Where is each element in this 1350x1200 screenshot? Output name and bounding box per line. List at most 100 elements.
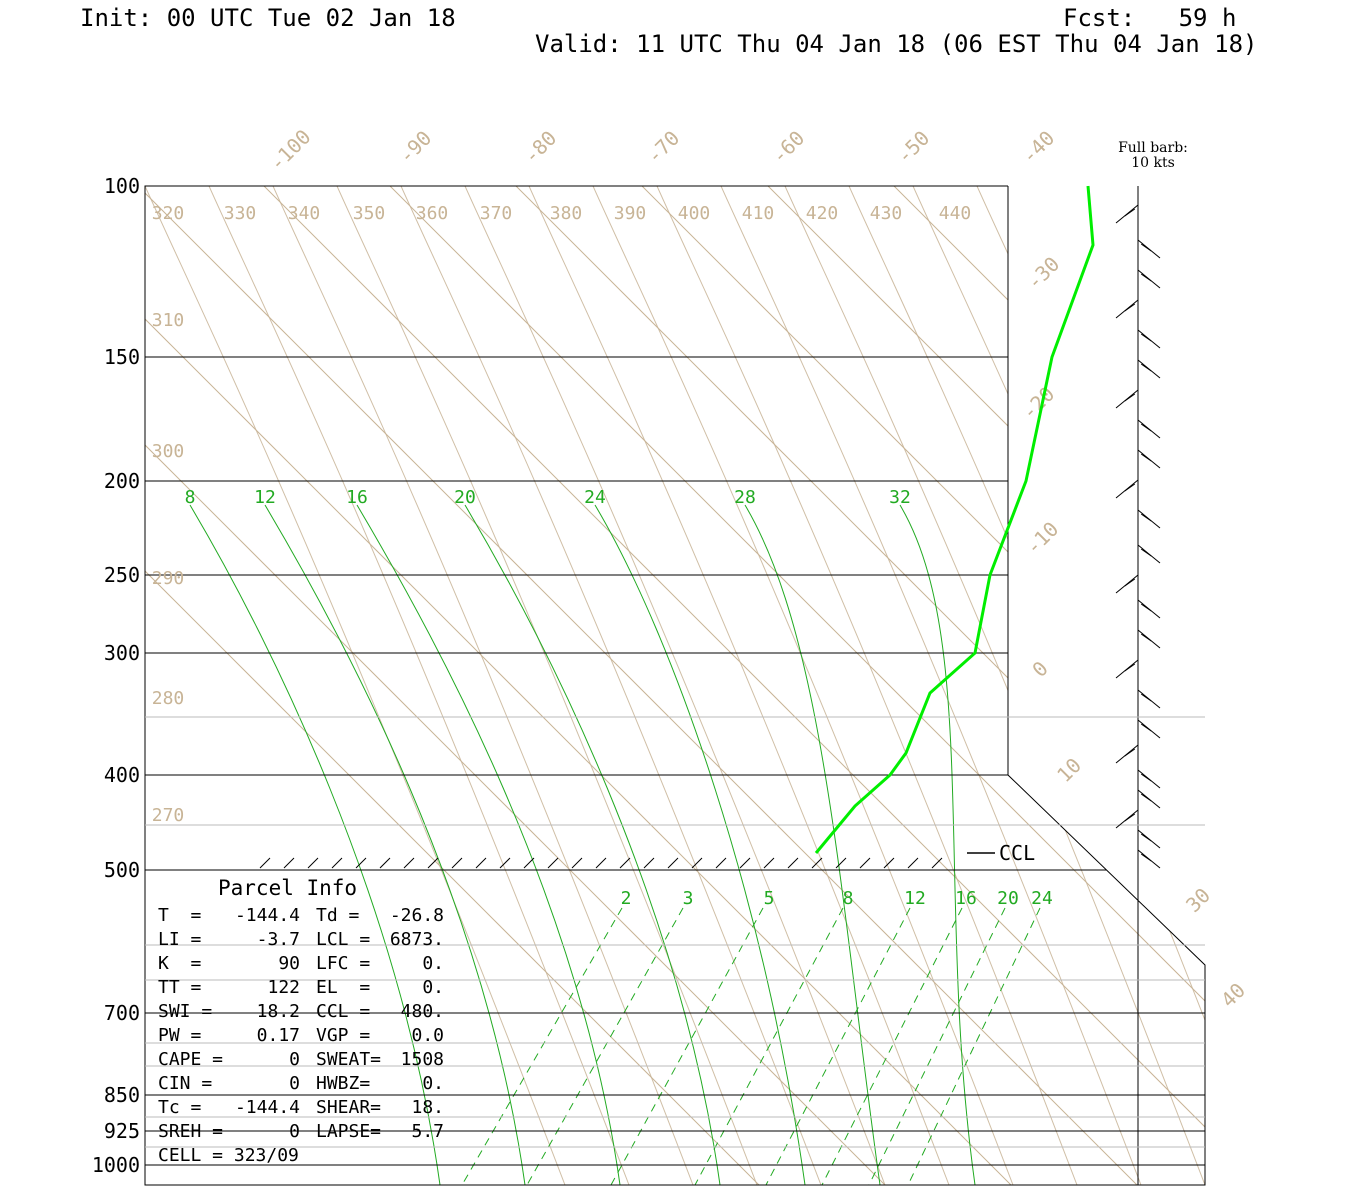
- wind-barb-flag: [1124, 483, 1136, 492]
- hatch-mark: [331, 857, 343, 869]
- parcel-info-cell: PW =: [158, 1025, 202, 1046]
- hatch-mark: [811, 857, 823, 869]
- parcel-info-cell: SREH =: [158, 1121, 224, 1142]
- parcel-info-cell: 18.: [411, 1097, 444, 1118]
- parcel-info-cell: 6873.: [389, 929, 444, 950]
- isotherm-line: [145, 186, 1012, 1185]
- moist-adiabat-line: [464, 504, 721, 1185]
- parcel-info-title: Parcel Info: [218, 876, 358, 900]
- pressure-label: 300: [104, 641, 140, 665]
- wind-barb-flag: [1140, 793, 1152, 802]
- isotherm-label: 40: [1216, 978, 1250, 1012]
- valid-time: Valid: 11 UTC Thu 04 Jan 18 (06 EST Thu …: [535, 30, 1258, 58]
- theta-label: 280: [152, 688, 185, 709]
- hatch-mark: [379, 857, 391, 869]
- pressure-label: 850: [104, 1083, 140, 1107]
- isotherm-label: -80: [519, 126, 562, 169]
- pressure-label: 500: [104, 858, 140, 882]
- parcel-info-cell: SHEAR=: [316, 1097, 382, 1118]
- wind-barbs: [1115, 204, 1161, 869]
- isotherm-line: [389, 186, 1205, 1185]
- mixing-ratio-line: [821, 907, 963, 1185]
- pressure-label: 1000: [92, 1153, 140, 1177]
- moist-adiabat-line: [744, 504, 881, 1185]
- mixing-ratio-label: 2: [621, 888, 632, 909]
- pressure-label: 150: [104, 345, 140, 369]
- mixing-ratio-label: 16: [955, 888, 977, 909]
- parcel-info-cell: 0: [289, 1121, 300, 1142]
- pressure-label: 925: [104, 1119, 140, 1143]
- isotherm-label: -100: [265, 125, 316, 176]
- mixing-ratio-line: [868, 907, 1006, 1185]
- wind-barb-flag: [1140, 723, 1152, 732]
- isotherm-label: 10: [1052, 753, 1086, 787]
- isotherm-label: 0: [1027, 656, 1052, 681]
- hatch-mark: [283, 857, 295, 869]
- dry-adiabat-line: [912, 186, 1205, 1185]
- forecast-hour: Fcst: 59 h: [1063, 4, 1237, 32]
- hatch-mark: [571, 857, 583, 869]
- hatch-mark: [907, 857, 919, 869]
- theta-label: 270: [152, 805, 185, 826]
- isotherm-line: [145, 186, 886, 1185]
- hatch-mark: [835, 857, 847, 869]
- parcel-info-cell: LAPSE=: [316, 1121, 382, 1142]
- hatch-mark: [451, 857, 463, 869]
- wind-note-line1: Full barb:: [1118, 140, 1188, 156]
- wind-barb-flag: [1140, 773, 1152, 782]
- moist-adiabat-label: 32: [889, 487, 911, 508]
- temperature-profile: [814, 185, 1095, 854]
- isotherm-line: [515, 186, 1205, 1185]
- moist-adiabat-line: [189, 504, 441, 1185]
- wind-barb-flag: [1140, 273, 1152, 282]
- isotherm-label: -60: [767, 126, 810, 169]
- parcel-info-cell: K =: [158, 953, 202, 974]
- plot-border: [144, 185, 1206, 1186]
- mixing-ratio-line: [461, 907, 623, 1185]
- parcel-info-cell: 0.17: [256, 1025, 300, 1046]
- moist-adiabat-label: 8: [185, 487, 196, 508]
- moist-adiabat-line: [594, 504, 806, 1185]
- dry-adiabat-line: [145, 186, 566, 1185]
- mixing-ratio-label: 20: [997, 888, 1019, 909]
- theta-label: 310: [152, 310, 185, 331]
- wind-barb-flag: [1140, 853, 1152, 862]
- mixing-ratio-label: 12: [904, 888, 926, 909]
- theta-label: 440: [939, 203, 972, 224]
- hatch-mark: [715, 857, 727, 869]
- moist-adiabat-line: [356, 504, 621, 1185]
- hatch-mark: [787, 857, 799, 869]
- parcel-info-cell: -26.8: [389, 905, 444, 926]
- mixing-ratio-line: [610, 907, 764, 1185]
- parcel-info-cell: 122: [267, 977, 300, 998]
- mixing-ratio-line: [765, 907, 911, 1185]
- wind-barb-flag: [1140, 693, 1152, 702]
- isotherm-label: -90: [394, 126, 437, 169]
- isotherm-line: [145, 186, 1138, 1185]
- wind-barb-flag: [1124, 393, 1136, 402]
- moist-adiabat-label: 12: [254, 487, 276, 508]
- parcel-info-cell: 0.: [422, 1073, 444, 1094]
- mixing-ratio-line: [526, 907, 684, 1185]
- hatch-mark: [667, 857, 679, 869]
- parcel-info-cell: LCL =: [316, 929, 371, 950]
- parcel-info-cell: 0.: [422, 953, 444, 974]
- isotherm-line: [1145, 186, 1205, 1185]
- isotherm-line: [893, 186, 1205, 1185]
- hatch-mark: [307, 857, 319, 869]
- dry-adiabat-line: [592, 186, 1014, 1185]
- wind-barb-flag: [1140, 548, 1152, 557]
- hatch-mark: [355, 857, 367, 869]
- theta-label: 380: [550, 203, 583, 224]
- isotherm-line: [145, 186, 760, 1185]
- isotherm-label: 30: [1181, 883, 1215, 917]
- parcel-info-cell: CIN =: [158, 1073, 213, 1094]
- hatch-mark: [547, 857, 559, 869]
- dry-adiabat-line: [528, 186, 950, 1185]
- isotherm-line: [1019, 186, 1205, 1185]
- parcel-info-cell: TT =: [158, 977, 202, 998]
- dry-adiabat-line: [272, 186, 694, 1185]
- moist-adiabat-lines: [189, 504, 976, 1185]
